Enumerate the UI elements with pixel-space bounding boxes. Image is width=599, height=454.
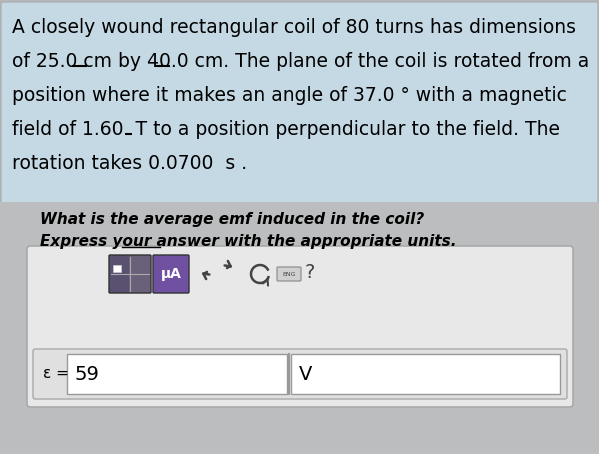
Bar <box>291 354 560 394</box>
Bar <box>67 354 287 394</box>
Text: ENG: ENG <box>282 271 296 276</box>
Text: ?: ? <box>305 263 315 282</box>
Text: 59: 59 <box>75 365 100 384</box>
FancyBboxPatch shape <box>109 255 131 293</box>
Text: V: V <box>299 365 312 384</box>
Bar <box>0 202 599 454</box>
FancyBboxPatch shape <box>153 255 189 293</box>
Text: rotation takes 0.0700  s .: rotation takes 0.0700 s . <box>12 154 247 173</box>
FancyBboxPatch shape <box>27 246 573 407</box>
FancyBboxPatch shape <box>1 2 598 204</box>
Text: μA: μA <box>161 267 181 281</box>
FancyBboxPatch shape <box>277 267 301 281</box>
Text: What is the average emf induced in the coil?: What is the average emf induced in the c… <box>40 212 424 227</box>
FancyBboxPatch shape <box>129 255 151 293</box>
Text: Express your answer with the appropriate units.: Express your answer with the appropriate… <box>40 234 456 249</box>
Text: ε =: ε = <box>43 366 69 381</box>
Text: field of 1.60  T to a position perpendicular to the field. The: field of 1.60 T to a position perpendicu… <box>12 120 560 139</box>
Text: A closely wound rectangular coil of 80 turns has dimensions: A closely wound rectangular coil of 80 t… <box>12 18 576 37</box>
Bar <box>113 265 121 272</box>
Text: position where it makes an angle of 37.0 ° with a magnetic: position where it makes an angle of 37.0… <box>12 86 567 105</box>
Text: of 25.0 cm by 40.0 cm. The plane of the coil is rotated from a: of 25.0 cm by 40.0 cm. The plane of the … <box>12 52 589 71</box>
FancyBboxPatch shape <box>33 349 567 399</box>
